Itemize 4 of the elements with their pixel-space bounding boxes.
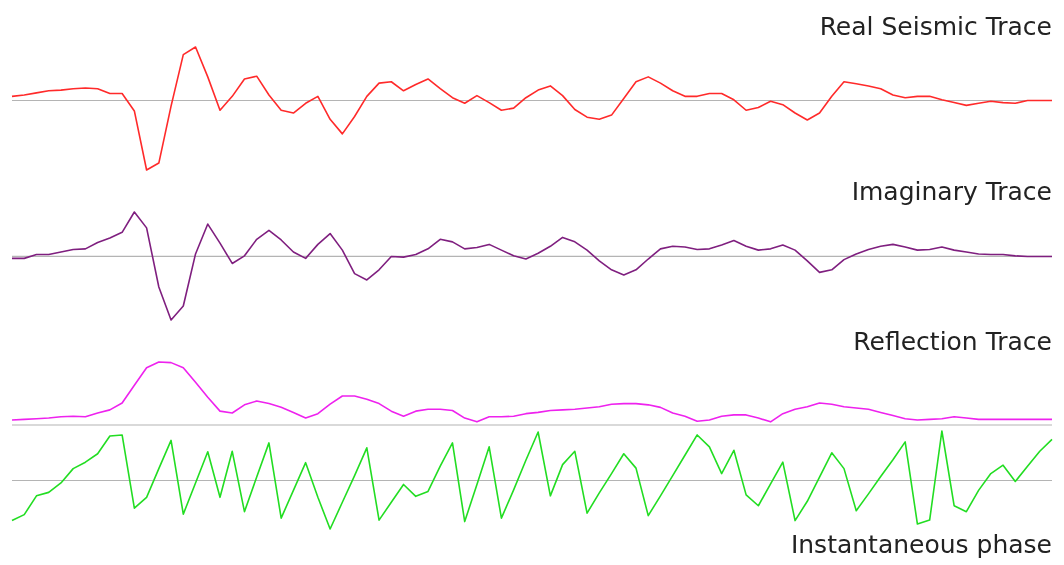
chart-title: Real Seismic Trace [819,11,1052,41]
text: Instantaneous phase [790,529,1052,559]
chart-title: Reflection Trace [853,326,1052,356]
chart-title: Imaginary Trace [851,176,1052,206]
